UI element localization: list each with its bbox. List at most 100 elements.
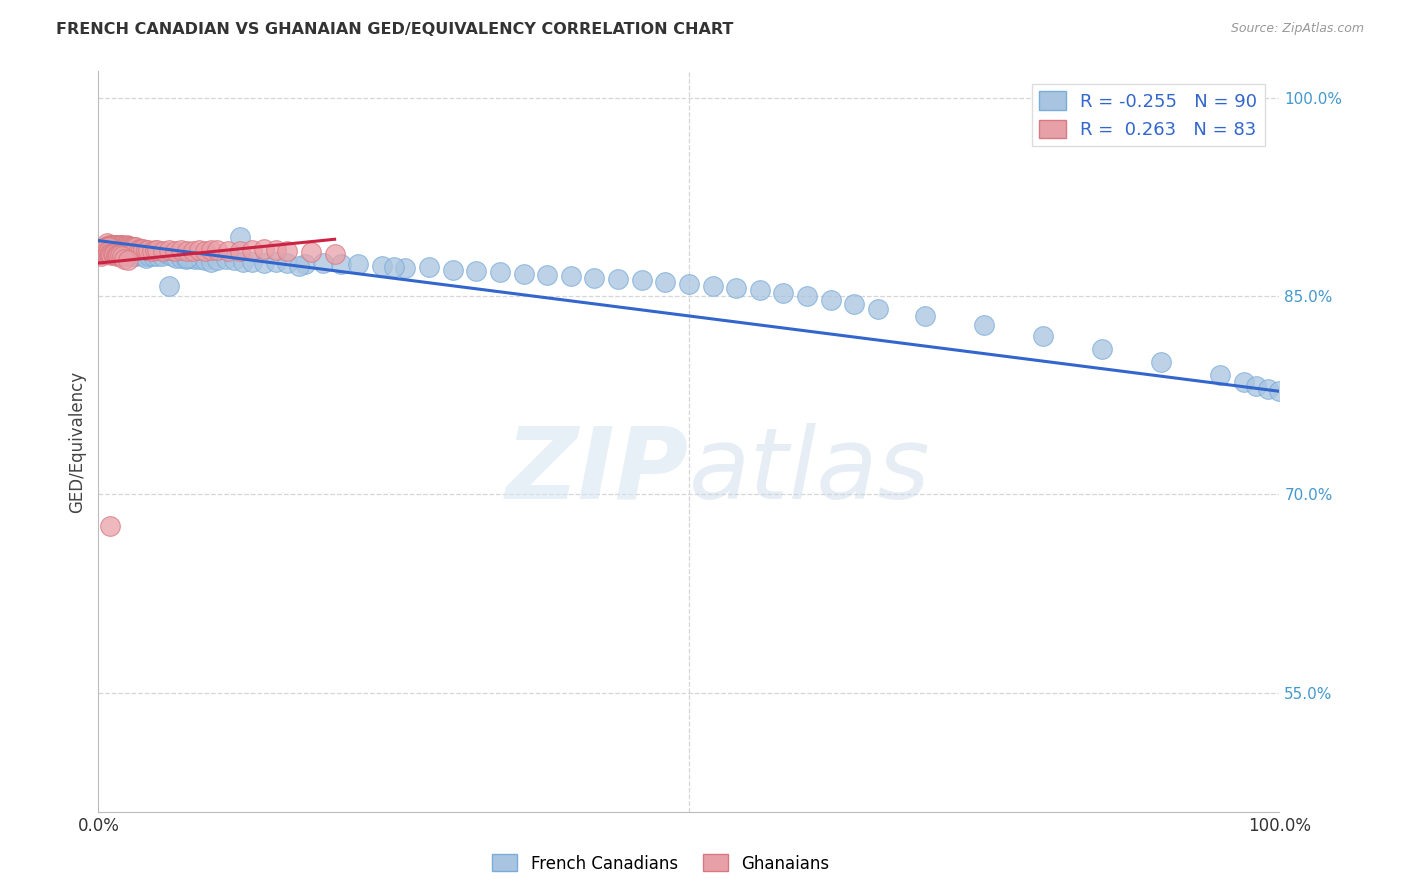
- Point: [224, 253, 246, 268]
- Point: [160, 250, 183, 264]
- Point: [607, 272, 630, 286]
- Point: [347, 257, 370, 271]
- Point: [276, 244, 298, 259]
- Point: [112, 252, 135, 266]
- Point: [441, 262, 464, 277]
- Point: [465, 264, 488, 278]
- Point: [583, 270, 606, 285]
- Point: [253, 242, 276, 256]
- Point: [129, 242, 152, 256]
- Point: [93, 242, 115, 256]
- Point: [294, 257, 316, 271]
- Point: [820, 293, 842, 307]
- Point: [1091, 342, 1114, 356]
- Point: [98, 237, 121, 252]
- Point: [382, 260, 405, 274]
- Point: [93, 245, 115, 260]
- Point: [105, 250, 128, 264]
- Point: [128, 242, 150, 256]
- Point: [114, 239, 136, 253]
- Point: [91, 244, 114, 259]
- Y-axis label: GED/Equivalency: GED/Equivalency: [69, 370, 87, 513]
- Point: [240, 254, 263, 268]
- Point: [231, 254, 253, 268]
- Point: [105, 237, 128, 252]
- Point: [157, 278, 180, 293]
- Point: [96, 242, 118, 256]
- Point: [112, 248, 135, 262]
- Point: [103, 247, 125, 261]
- Point: [91, 243, 114, 257]
- Point: [329, 257, 352, 271]
- Point: [105, 248, 128, 262]
- Point: [103, 245, 125, 260]
- Point: [194, 253, 217, 268]
- Point: [135, 243, 157, 257]
- Point: [115, 250, 138, 264]
- Point: [146, 250, 169, 264]
- Point: [100, 248, 122, 262]
- Text: ZIP: ZIP: [506, 423, 689, 520]
- Point: [371, 259, 394, 273]
- Point: [98, 247, 121, 261]
- Point: [146, 243, 169, 257]
- Point: [141, 244, 163, 259]
- Point: [111, 237, 134, 252]
- Point: [107, 248, 129, 262]
- Point: [844, 297, 866, 311]
- Point: [98, 240, 121, 254]
- Point: [1209, 368, 1232, 383]
- Point: [97, 239, 120, 253]
- Point: [98, 247, 121, 261]
- Point: [796, 289, 818, 303]
- Point: [121, 240, 143, 254]
- Point: [98, 519, 121, 533]
- Point: [94, 240, 117, 254]
- Point: [100, 244, 122, 259]
- Point: [142, 250, 165, 264]
- Point: [150, 250, 173, 264]
- Point: [973, 318, 995, 333]
- Point: [90, 250, 112, 264]
- Point: [122, 250, 145, 264]
- Point: [107, 239, 129, 253]
- Point: [323, 247, 346, 261]
- Point: [118, 248, 141, 262]
- Point: [394, 261, 416, 276]
- Point: [264, 254, 287, 268]
- Point: [110, 250, 132, 264]
- Point: [117, 239, 139, 253]
- Point: [188, 252, 211, 266]
- Point: [93, 243, 115, 257]
- Point: [104, 239, 127, 253]
- Point: [914, 309, 936, 323]
- Point: [725, 281, 748, 295]
- Point: [90, 244, 112, 259]
- Point: [91, 244, 114, 259]
- Point: [276, 256, 298, 270]
- Point: [122, 240, 145, 254]
- Point: [111, 247, 134, 261]
- Point: [678, 277, 700, 292]
- Point: [170, 251, 193, 265]
- Point: [120, 240, 142, 254]
- Point: [654, 275, 676, 289]
- Point: [217, 244, 239, 259]
- Point: [181, 244, 204, 259]
- Point: [1032, 328, 1054, 343]
- Point: [132, 250, 155, 264]
- Point: [112, 239, 135, 253]
- Point: [1233, 375, 1256, 389]
- Point: [1257, 382, 1279, 396]
- Point: [176, 244, 198, 259]
- Point: [108, 248, 131, 262]
- Point: [489, 265, 512, 279]
- Point: [157, 243, 180, 257]
- Point: [129, 248, 152, 262]
- Point: [264, 243, 287, 257]
- Legend: R = -0.255   N = 90, R =  0.263   N = 83: R = -0.255 N = 90, R = 0.263 N = 83: [1032, 84, 1264, 146]
- Point: [180, 251, 202, 265]
- Point: [200, 243, 222, 257]
- Point: [121, 250, 143, 264]
- Point: [418, 260, 440, 274]
